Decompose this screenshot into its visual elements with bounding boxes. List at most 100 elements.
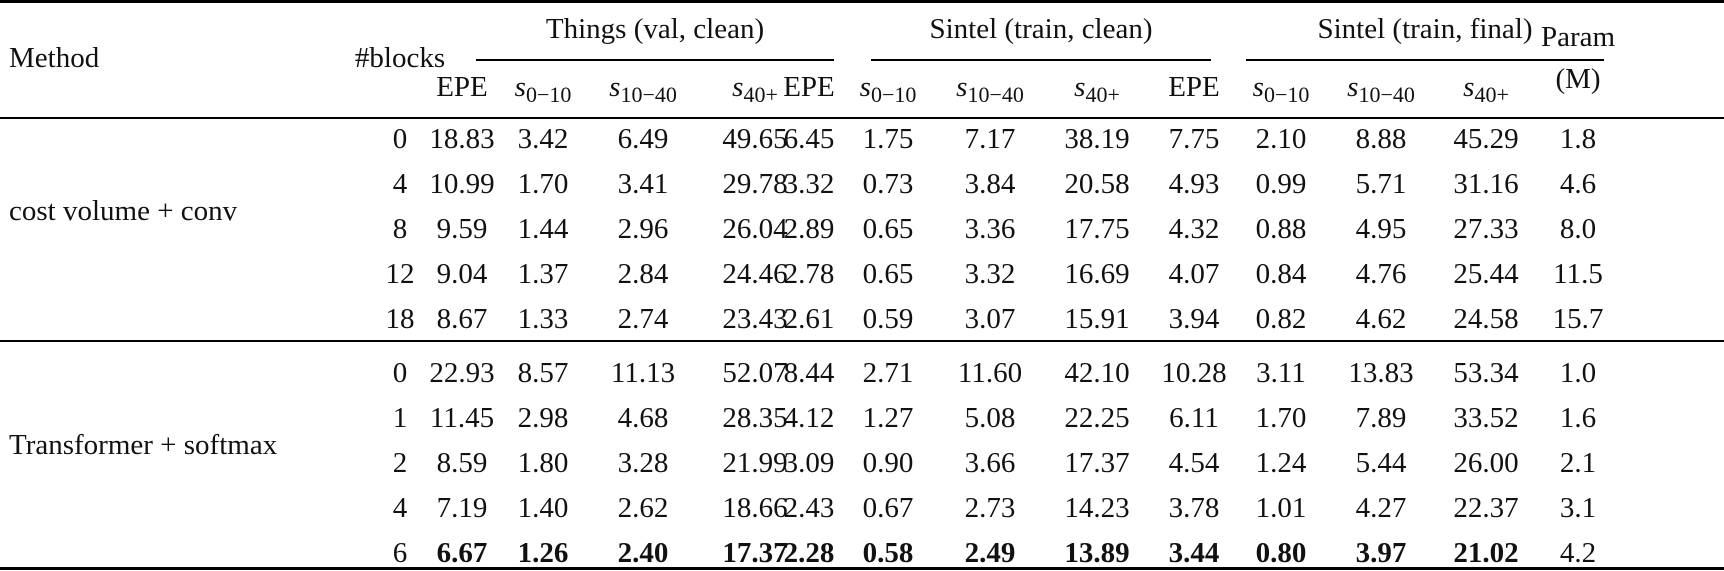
metric-sintel-clean: 2.71: [862, 357, 914, 389]
subheader-range: 10−40: [620, 82, 677, 107]
subheader-epe: EPE: [436, 71, 488, 103]
metric-sintel-final: 24.58: [1453, 303, 1519, 335]
blocks-value: 12: [385, 258, 415, 290]
param-value: 1.0: [1559, 357, 1597, 389]
metric-things: 1.40: [517, 492, 569, 524]
metric-things: 1.70: [517, 168, 569, 200]
subheader-epe: EPE: [783, 71, 835, 103]
metric-sintel-final: 6.11: [1169, 402, 1219, 434]
metric-sintel-clean: 2.28: [783, 537, 835, 569]
metric-sintel-final: 26.00: [1453, 447, 1519, 479]
metric-things: 2.98: [517, 402, 569, 434]
metric-sintel-clean: 2.73: [964, 492, 1016, 524]
metric-things: 8.67: [436, 303, 488, 335]
subheader-s10-40: s10−40: [1347, 70, 1415, 112]
subheader-range: 40+: [1085, 82, 1120, 107]
subheader-s-var: s: [1074, 71, 1086, 103]
metric-sintel-final: 3.78: [1168, 492, 1220, 524]
metric-things: 11.45: [429, 402, 495, 434]
metric-sintel-clean: 2.61: [783, 303, 835, 335]
header-group: Things (val, clean): [545, 13, 765, 45]
subheader-s10-40: s10−40: [609, 70, 677, 112]
metric-sintel-clean: 16.69: [1064, 258, 1130, 290]
metric-sintel-final: 4.76: [1355, 258, 1407, 290]
metric-things: 23.43: [722, 303, 788, 335]
blocks-value: 18: [385, 303, 415, 335]
metric-sintel-clean: 17.37: [1064, 447, 1130, 479]
metric-sintel-clean: 0.90: [862, 447, 914, 479]
header-group: Sintel (train, final): [1317, 13, 1533, 45]
metric-sintel-clean: 2.49: [964, 537, 1016, 569]
subheader-range: 10−40: [1358, 82, 1415, 107]
metric-things: 8.57: [517, 357, 569, 389]
param-value: 1.6: [1559, 402, 1597, 434]
metric-sintel-final: 4.32: [1168, 213, 1220, 245]
metric-things: 18.83: [429, 123, 495, 155]
metric-sintel-final: 53.34: [1453, 357, 1519, 389]
subheader-range: 10−40: [967, 82, 1024, 107]
metric-sintel-final: 0.88: [1255, 213, 1307, 245]
metric-sintel-clean: 0.58: [862, 537, 914, 569]
metric-things: 1.80: [517, 447, 569, 479]
param-value: 4.6: [1559, 168, 1597, 200]
blocks-value: 0: [392, 357, 408, 389]
header-param-unit: (M): [1555, 63, 1601, 95]
metric-things: 22.93: [429, 357, 495, 389]
metric-sintel-final: 45.29: [1453, 123, 1519, 155]
subheader-s40p: s40+: [732, 70, 778, 112]
metric-things: 18.66: [722, 492, 788, 524]
metric-sintel-final: 4.07: [1168, 258, 1220, 290]
metric-things: 1.37: [517, 258, 569, 290]
param-value: 3.1: [1559, 492, 1597, 524]
metric-sintel-clean: 11.60: [957, 357, 1023, 389]
metric-sintel-clean: 22.25: [1064, 402, 1130, 434]
metric-things: 11.13: [610, 357, 676, 389]
metric-sintel-clean: 4.12: [783, 402, 835, 434]
metric-sintel-final: 3.97: [1355, 537, 1407, 569]
bottom-rule: [0, 567, 1724, 570]
metric-sintel-final: 4.27: [1355, 492, 1407, 524]
metric-sintel-final: 0.84: [1255, 258, 1307, 290]
metric-sintel-final: 4.54: [1168, 447, 1220, 479]
header-method: Method: [9, 42, 100, 74]
blocks-value: 6: [392, 537, 408, 569]
metric-things: 17.37: [722, 537, 788, 569]
metric-sintel-final: 4.62: [1355, 303, 1407, 335]
metric-sintel-clean: 3.66: [964, 447, 1016, 479]
subheader-range: 0−10: [1263, 82, 1310, 107]
subheader-s-var: s: [732, 71, 744, 103]
metric-sintel-final: 13.83: [1348, 357, 1414, 389]
metric-things: 6.67: [436, 537, 488, 569]
metric-sintel-clean: 6.45: [783, 123, 835, 155]
method-label: Transformer + softmax: [9, 429, 278, 461]
subheader-s-var: s: [1252, 71, 1264, 103]
metric-sintel-final: 2.10: [1255, 123, 1307, 155]
metric-sintel-clean: 42.10: [1064, 357, 1130, 389]
cmidrule-sintel-clean: [871, 59, 1211, 61]
cmidrule-things: [476, 59, 834, 61]
header-blocks: #blocks: [354, 42, 446, 74]
metric-things: 9.59: [436, 213, 488, 245]
metric-things: 2.40: [617, 537, 669, 569]
subheader-range: 0−10: [870, 82, 917, 107]
metric-sintel-final: 3.94: [1168, 303, 1220, 335]
subheader-s10-40: s10−40: [956, 70, 1024, 112]
cmidrule-sintel-final: [1246, 59, 1604, 61]
metric-sintel-final: 22.37: [1453, 492, 1519, 524]
metric-things: 52.07: [722, 357, 788, 389]
metric-sintel-clean: 7.17: [964, 123, 1016, 155]
header-group: Sintel (train, clean): [929, 13, 1153, 45]
metric-sintel-clean: 3.36: [964, 213, 1016, 245]
metric-sintel-final: 3.11: [1256, 357, 1306, 389]
metric-things: 2.62: [617, 492, 669, 524]
metric-things: 10.99: [429, 168, 495, 200]
metric-sintel-final: 21.02: [1453, 537, 1519, 569]
top-rule: [0, 0, 1724, 3]
metric-sintel-final: 25.44: [1453, 258, 1519, 290]
metric-sintel-final: 5.71: [1355, 168, 1407, 200]
metric-sintel-clean: 3.07: [964, 303, 1016, 335]
metric-sintel-final: 27.33: [1453, 213, 1519, 245]
metric-sintel-final: 0.99: [1255, 168, 1307, 200]
metric-sintel-final: 4.95: [1355, 213, 1407, 245]
method-label: cost volume + conv: [9, 195, 238, 227]
